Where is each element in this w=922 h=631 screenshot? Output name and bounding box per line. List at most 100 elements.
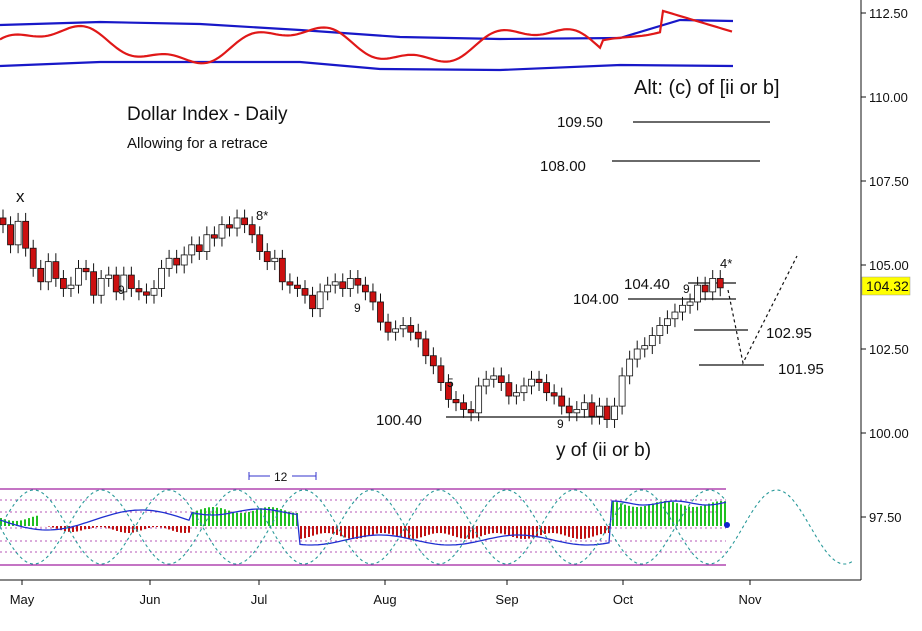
candle bbox=[90, 263, 97, 304]
candle bbox=[460, 394, 467, 418]
histogram-bar bbox=[684, 505, 686, 526]
candle bbox=[452, 391, 460, 412]
histogram-bar bbox=[232, 511, 234, 526]
histogram-bar bbox=[572, 526, 574, 538]
histogram-bar bbox=[420, 526, 422, 538]
histogram-bar bbox=[36, 515, 38, 526]
histogram-bar bbox=[168, 526, 170, 530]
candle bbox=[686, 293, 694, 314]
histogram-bar bbox=[224, 509, 226, 526]
histogram-bar bbox=[112, 526, 114, 530]
candle bbox=[445, 374, 452, 408]
histogram-bar bbox=[372, 526, 374, 535]
count-marker: 9 bbox=[683, 282, 690, 296]
candle bbox=[709, 270, 717, 301]
histogram-bar bbox=[596, 526, 598, 536]
histogram-bar bbox=[212, 507, 214, 526]
candle bbox=[633, 340, 641, 368]
histogram-bar bbox=[532, 526, 534, 538]
histogram-bar bbox=[68, 526, 70, 532]
histogram-bar bbox=[436, 526, 438, 534]
histogram-bar bbox=[576, 526, 578, 539]
histogram-bar bbox=[556, 526, 558, 534]
histogram-bar bbox=[148, 526, 150, 528]
histogram-bar bbox=[252, 510, 254, 526]
candle bbox=[127, 266, 135, 297]
candle bbox=[331, 273, 339, 294]
histogram-bar bbox=[444, 526, 446, 534]
lower-band bbox=[0, 60, 734, 72]
histogram-bar bbox=[312, 526, 314, 536]
candle bbox=[611, 397, 618, 428]
histogram-bar bbox=[468, 526, 470, 539]
candle bbox=[7, 216, 14, 254]
histogram-bar bbox=[52, 526, 54, 528]
histogram-bar bbox=[256, 509, 258, 526]
candle bbox=[346, 270, 354, 297]
histogram-bar bbox=[104, 526, 106, 528]
histogram-bar bbox=[356, 526, 358, 539]
histogram-bar bbox=[384, 526, 386, 534]
histogram-bar bbox=[496, 526, 498, 534]
histogram-bar bbox=[472, 526, 474, 539]
histogram-bar bbox=[364, 526, 366, 538]
histogram-bar bbox=[440, 526, 442, 534]
histogram-bar bbox=[724, 501, 726, 526]
candle bbox=[233, 209, 241, 237]
x-tick-label: Oct bbox=[613, 592, 634, 607]
histogram-bar bbox=[476, 526, 478, 538]
candle bbox=[37, 259, 45, 291]
x-tick-label: Aug bbox=[373, 592, 396, 607]
histogram-bar bbox=[368, 526, 370, 536]
candle bbox=[112, 266, 120, 301]
histogram-bar bbox=[248, 511, 250, 526]
top-oscillator-panel bbox=[0, 9, 734, 72]
histogram-bar bbox=[592, 526, 594, 537]
histogram-bar bbox=[428, 526, 430, 535]
histogram-bar bbox=[672, 501, 674, 526]
histogram-bar bbox=[56, 526, 58, 529]
histogram-bar bbox=[692, 506, 694, 526]
histogram-bar bbox=[140, 526, 142, 531]
candle bbox=[165, 249, 173, 277]
histogram-bar bbox=[480, 526, 482, 537]
histogram-bar bbox=[220, 508, 222, 526]
histogram-bar bbox=[580, 526, 582, 539]
candle bbox=[256, 226, 264, 260]
candle bbox=[0, 209, 7, 234]
count-marker: 4* bbox=[720, 256, 732, 271]
histogram-bar bbox=[280, 509, 282, 526]
histogram-bar bbox=[404, 526, 406, 539]
histogram-bar bbox=[700, 506, 702, 526]
candle bbox=[22, 212, 30, 257]
candle bbox=[701, 276, 709, 301]
level-label-101-95: 101.95 bbox=[778, 361, 824, 378]
candle bbox=[173, 249, 181, 274]
candle bbox=[44, 253, 52, 291]
histogram-bar bbox=[536, 526, 538, 537]
candle bbox=[535, 370, 543, 391]
histogram-bar bbox=[276, 507, 278, 526]
histogram-bar bbox=[448, 526, 450, 535]
candle bbox=[596, 397, 603, 425]
histogram-bar bbox=[176, 526, 178, 532]
candle bbox=[188, 236, 196, 264]
histogram-bar bbox=[192, 511, 194, 526]
candle bbox=[694, 276, 701, 311]
histogram-bar bbox=[588, 526, 590, 538]
histogram-bar bbox=[540, 526, 542, 536]
candle bbox=[180, 246, 188, 274]
candle bbox=[263, 243, 271, 271]
candle bbox=[286, 273, 294, 294]
histogram-bar bbox=[652, 503, 654, 526]
candle bbox=[626, 350, 634, 385]
histogram-bar bbox=[680, 504, 682, 526]
histogram-bar bbox=[488, 526, 490, 534]
upper-band bbox=[0, 18, 734, 41]
candle bbox=[294, 276, 301, 297]
candle bbox=[29, 239, 37, 277]
histogram-bar bbox=[80, 526, 82, 531]
histogram-bar bbox=[292, 512, 294, 526]
candle bbox=[241, 209, 249, 234]
